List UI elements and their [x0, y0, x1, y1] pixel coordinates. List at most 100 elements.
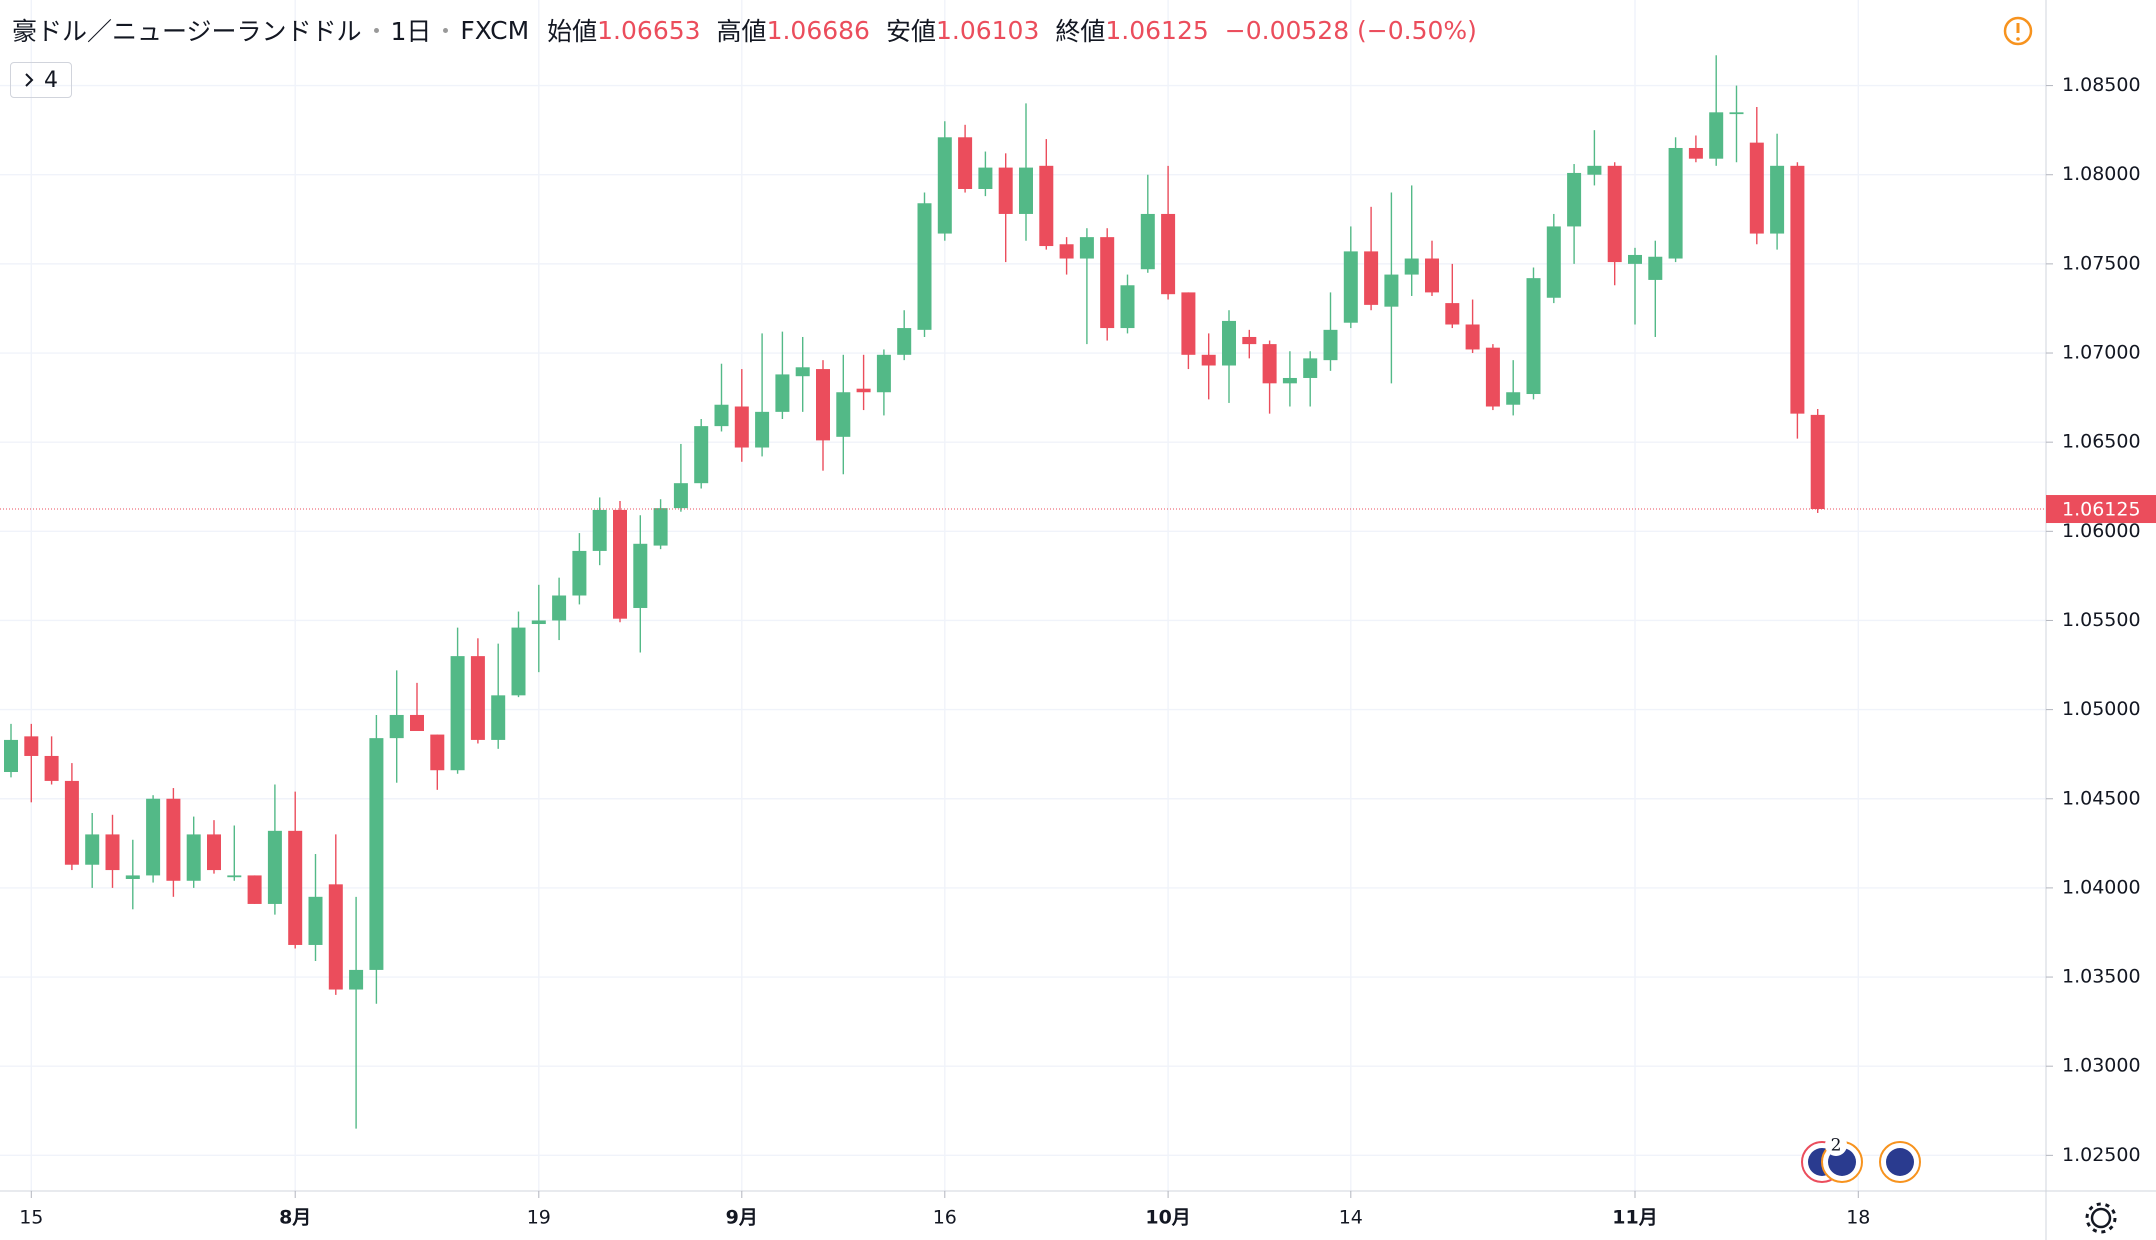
candle-body — [592, 509, 607, 551]
candle-body — [755, 411, 770, 448]
candle-body — [247, 875, 262, 904]
x-tick-label: 11月 — [1612, 1207, 1657, 1229]
candle-body — [1526, 278, 1541, 395]
candle-body — [389, 714, 404, 739]
candle-body — [1181, 292, 1196, 355]
candle-body — [897, 328, 912, 355]
indicator-count[interactable]: 4 — [44, 67, 58, 93]
stat-label: 始値 — [547, 17, 598, 46]
y-tick-label: 1.05000 — [2062, 698, 2141, 720]
candle-body — [44, 755, 59, 781]
candle-body — [917, 203, 932, 330]
stat-label: 高値 — [716, 17, 767, 46]
candle-body — [470, 656, 485, 740]
candle-body — [1262, 344, 1277, 384]
candle-body — [1323, 329, 1338, 361]
candle-body — [836, 392, 851, 437]
y-tick-label: 1.08500 — [2062, 74, 2141, 96]
candle-body — [308, 896, 323, 945]
settings-icon[interactable] — [2085, 1202, 2117, 1234]
candle-body — [775, 374, 790, 412]
candle-body — [734, 406, 749, 448]
event-badge[interactable]: 2 — [1831, 1136, 1842, 1156]
candle-body — [288, 830, 303, 945]
interval: 1日 — [390, 17, 432, 46]
candle-body — [673, 483, 688, 509]
candle-body — [369, 738, 384, 970]
candle-body — [1343, 251, 1358, 323]
stat-value: 1.06653 — [597, 15, 701, 45]
candle-body — [410, 714, 424, 732]
candle-body — [1506, 392, 1521, 405]
candle-body — [876, 354, 891, 393]
last-price-tag: 1.06125 — [2046, 495, 2156, 524]
last-price-label: 1.06125 — [2062, 499, 2141, 521]
candle-body — [267, 830, 282, 904]
candle-body — [1059, 244, 1074, 259]
candle-body — [1445, 303, 1460, 325]
candle-body — [1364, 251, 1379, 305]
candle-body — [1039, 165, 1054, 247]
candle-body — [1790, 165, 1805, 414]
y-tick-label: 1.07000 — [2062, 342, 2141, 364]
candle-body — [1425, 258, 1439, 293]
indicator-toggle[interactable]: 4 — [10, 62, 72, 98]
candle-body — [24, 736, 39, 756]
event-badge-bg[interactable] — [1825, 1134, 1847, 1156]
candle-body — [1404, 258, 1419, 275]
candle-body — [146, 798, 161, 876]
candle-body — [105, 834, 120, 871]
candle-body — [328, 884, 343, 990]
y-tick-label: 1.04500 — [2062, 787, 2141, 809]
change: −0.00528 (−0.50%) — [1224, 15, 1477, 45]
candle-body — [1688, 147, 1703, 159]
candle-body — [572, 550, 587, 596]
stat-value: 1.06686 — [766, 15, 870, 45]
warning-dot[interactable] — [2016, 37, 2020, 41]
symbol-title: 豪ドル／ニュージーランドドル — [12, 17, 362, 46]
gear[interactable] — [2090, 1207, 2112, 1229]
candle-body — [1161, 213, 1176, 295]
candle-body — [937, 137, 952, 234]
candle-body — [1648, 256, 1663, 280]
candle-body — [1019, 167, 1033, 214]
candle-body — [430, 734, 445, 771]
y-tick-label: 1.07500 — [2062, 252, 2141, 274]
candle-body — [613, 509, 627, 619]
candle-body — [1140, 213, 1155, 270]
candle-body — [349, 969, 364, 990]
candle-body — [552, 595, 567, 621]
candle-body — [450, 656, 465, 771]
warning-ring[interactable] — [2003, 16, 2033, 46]
candle-body — [125, 875, 140, 879]
candle-body — [795, 367, 810, 377]
y-tick-label: 1.03500 — [2062, 966, 2141, 988]
chevron-path[interactable] — [25, 73, 34, 87]
stat-label: 安値 — [885, 17, 936, 46]
candle-body — [1749, 142, 1764, 234]
last-price-bg — [2046, 495, 2156, 524]
candle-body — [491, 695, 506, 740]
x-tick-label: 19 — [527, 1207, 551, 1229]
x-tick-label: 15 — [19, 1207, 43, 1229]
candle-body — [816, 369, 830, 441]
candle-body — [1384, 274, 1399, 307]
candle-body — [1810, 414, 1825, 510]
chevron[interactable] — [24, 72, 34, 88]
candle-body — [207, 834, 221, 871]
y-tick-label: 1.03000 — [2062, 1055, 2141, 1077]
event-icons[interactable]: 2 — [1801, 1134, 1921, 1183]
candle-body — [85, 834, 100, 865]
candle-body — [1607, 165, 1622, 263]
y-tick-label: 1.05500 — [2062, 609, 2141, 631]
gear-teeth[interactable] — [2085, 1202, 2117, 1234]
event-flag-fill[interactable] — [1886, 1148, 1914, 1176]
candle-body — [633, 543, 648, 608]
warning-icon[interactable] — [2003, 16, 2033, 46]
candle-body — [1120, 285, 1135, 329]
candle-body — [186, 834, 201, 881]
candle-body — [978, 167, 993, 189]
candle-body — [531, 620, 546, 625]
candle-body — [1485, 347, 1500, 407]
